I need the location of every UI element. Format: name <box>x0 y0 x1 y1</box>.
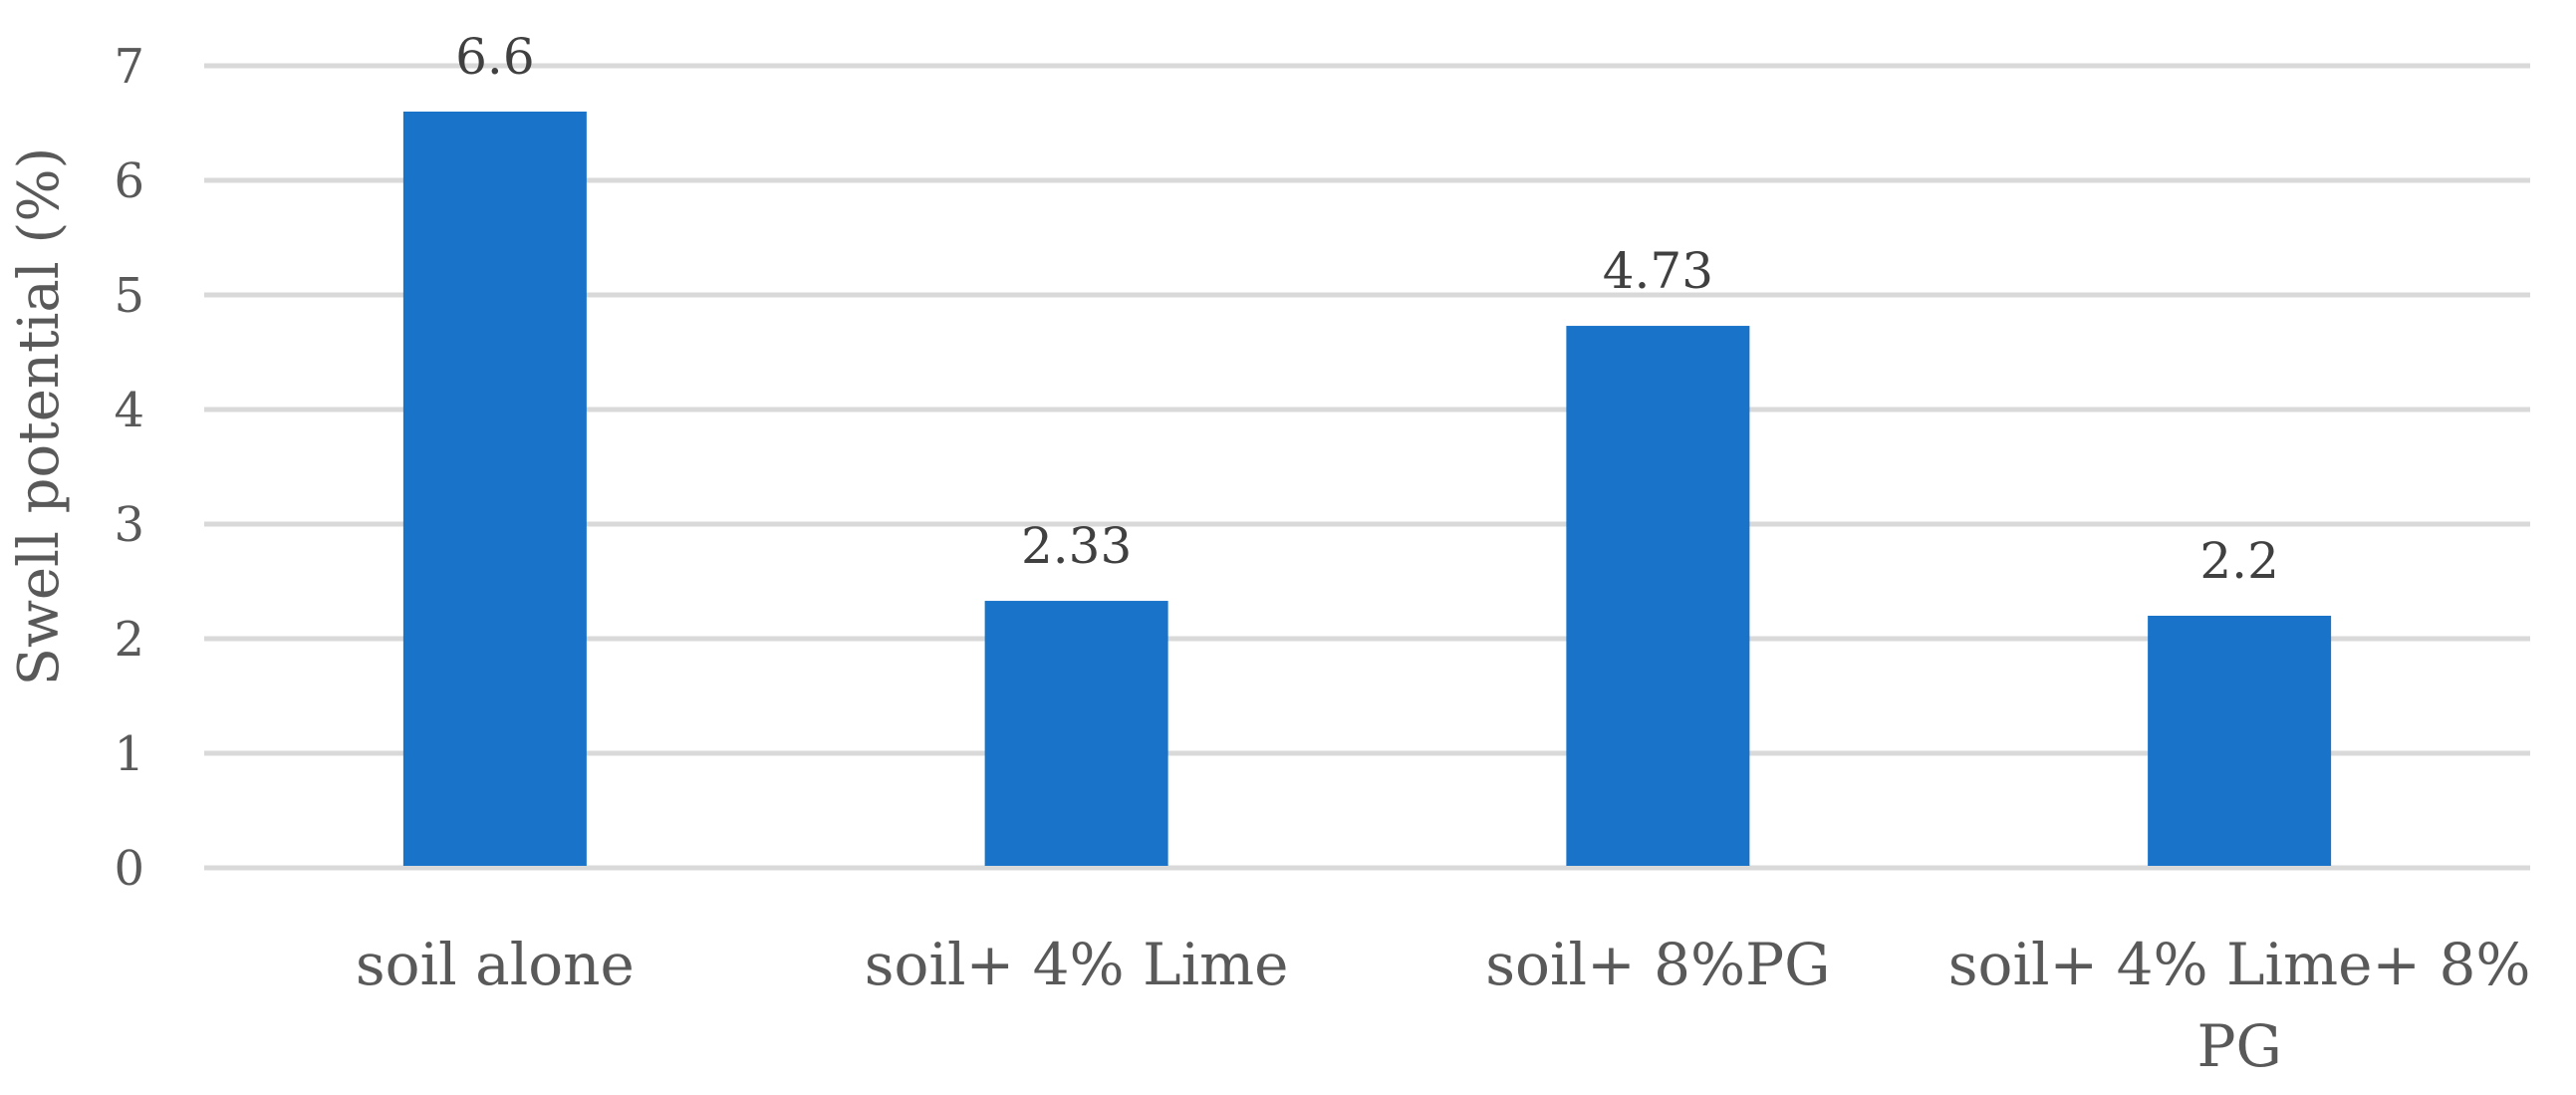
y-tick-label-6: 6 <box>114 153 144 209</box>
data-label-4: 2.2 <box>2199 532 2279 590</box>
x-axis-categories: soil alone soil+ 4% Lime soil+ 8%PG soil+ 4… <box>356 931 2531 1080</box>
y-tick-label-3: 3 <box>114 497 144 553</box>
x-category-label-4-line-1: soil+ 4% Lime+ 8% <box>1948 931 2531 998</box>
bar-1 <box>402 112 587 866</box>
data-labels: 6.6 2.33 4.73 2.2 <box>455 28 2279 590</box>
bar-4 <box>2148 616 2332 866</box>
bar-2 <box>984 601 1168 866</box>
y-tick-label-0: 0 <box>114 841 144 897</box>
x-category-label-4-line-2: PG <box>2196 1012 2281 1080</box>
data-label-1: 6.6 <box>455 28 535 86</box>
y-axis-title: Swell potential (%) <box>7 147 72 686</box>
gridlines <box>204 63 2530 871</box>
x-category-label-3: soil+ 8%PG <box>1485 931 1830 998</box>
bars <box>402 112 2332 866</box>
y-tick-label-7: 7 <box>114 39 144 95</box>
y-tick-label-2: 2 <box>114 612 144 668</box>
x-category-label-2: soil+ 4% Lime <box>865 931 1289 998</box>
y-tick-label-1: 1 <box>114 726 144 782</box>
data-label-2: 2.33 <box>1021 517 1132 575</box>
y-tick-label-5: 5 <box>114 268 144 324</box>
y-axis-ticks: 0 1 2 3 4 5 6 7 <box>114 39 144 897</box>
x-category-label-1: soil alone <box>356 931 635 998</box>
data-label-3: 4.73 <box>1603 242 1713 300</box>
y-tick-label-4: 4 <box>114 383 144 438</box>
bar-3 <box>1566 326 1750 866</box>
